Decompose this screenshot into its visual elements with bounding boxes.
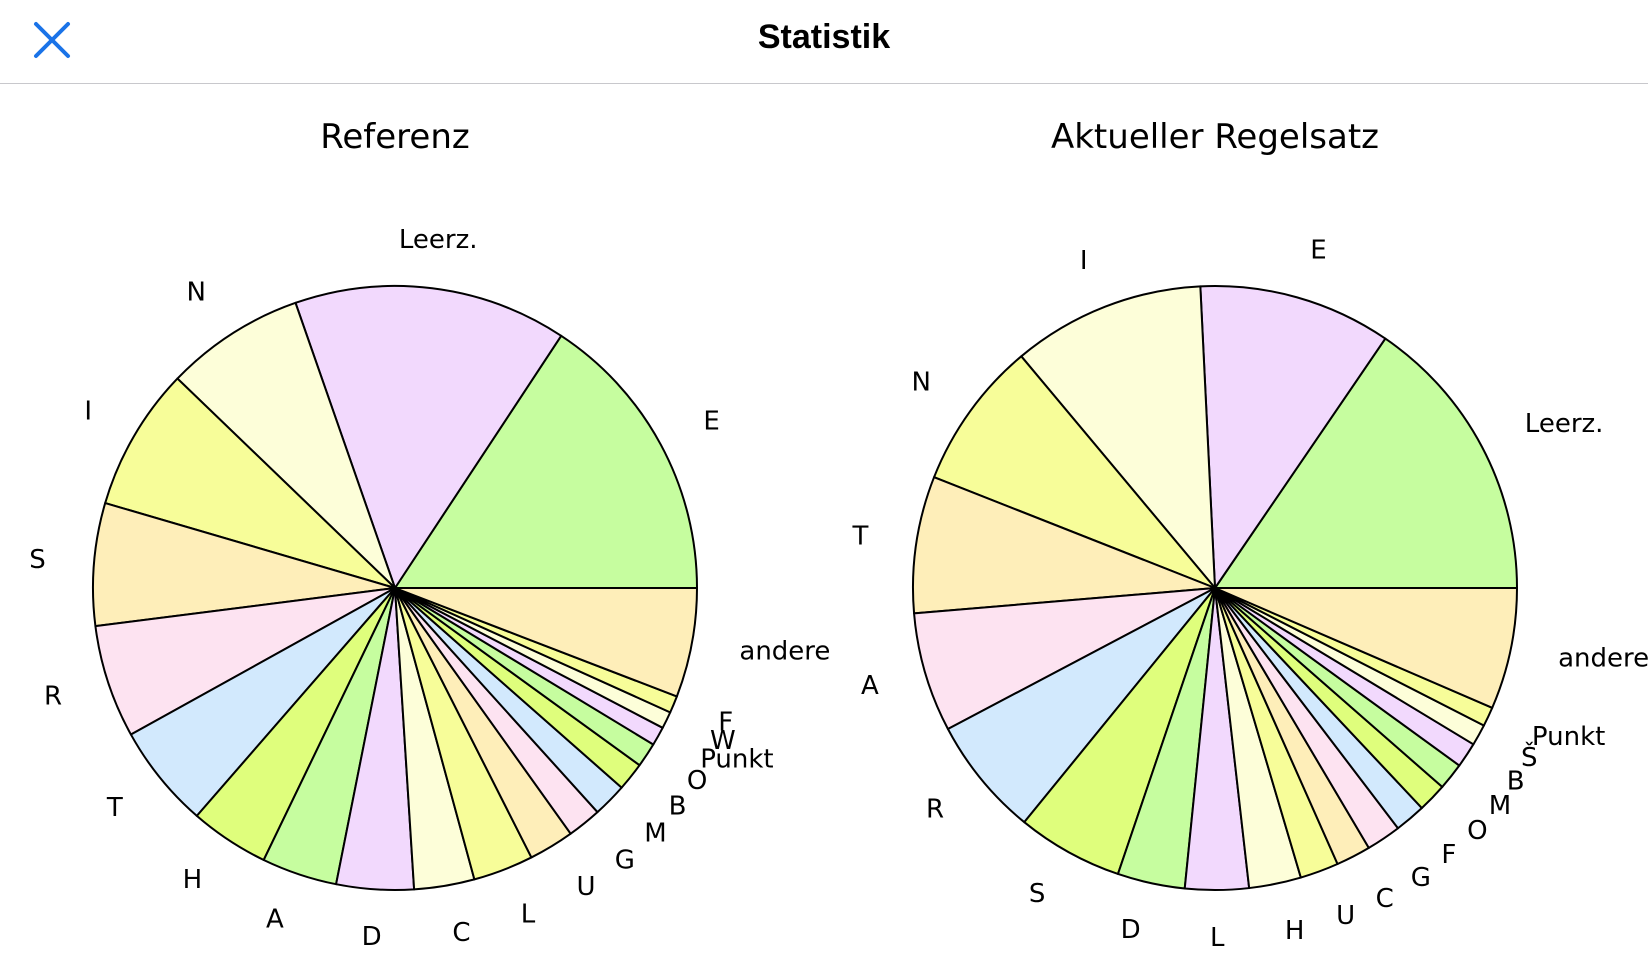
pie-slice	[394, 587, 698, 698]
navigation-bar: Statistik	[0, 0, 1648, 84]
slice-label: Š	[1521, 741, 1538, 773]
pie-slice	[294, 285, 563, 589]
slice-label: T	[106, 793, 123, 823]
slice-label: S	[1029, 879, 1046, 909]
slice-label: C	[452, 918, 470, 948]
slice-label: Leerz.	[399, 225, 478, 255]
slice-label: N	[186, 278, 205, 308]
pie-slice	[1020, 285, 1216, 589]
slice-label: Leerz.	[1525, 409, 1604, 439]
slice-label: R	[926, 795, 944, 825]
pie-chart-referenz: Referenz E Leerz. N I S R T H A D C L UGMBOPunktWFand…	[29, 117, 830, 952]
slice-label: H	[1285, 916, 1305, 946]
pie-slice	[1214, 587, 1518, 709]
slice-label: M	[644, 819, 666, 849]
chart-title: Referenz	[320, 117, 469, 157]
pie-slice	[1199, 285, 1387, 589]
slice-label: F	[1441, 840, 1456, 870]
pie-slice	[104, 377, 396, 589]
slice-label: Punkt	[1532, 722, 1605, 752]
slice-label: U	[577, 872, 596, 902]
slice-label: C	[1376, 884, 1394, 914]
slice-label: L	[521, 899, 536, 929]
slice-label: B	[669, 791, 687, 821]
slice-label: O	[687, 766, 707, 796]
pie-slice	[933, 355, 1216, 589]
slice-label: H	[183, 865, 203, 895]
close-button[interactable]	[28, 18, 76, 62]
slice-label: E	[703, 406, 719, 436]
slice-label: N	[911, 368, 930, 398]
slice-label: A	[861, 671, 879, 701]
slice-label: F	[718, 708, 733, 738]
slice-label: I	[1080, 246, 1088, 276]
slice-label: T	[852, 522, 869, 552]
pie-slice	[946, 587, 1216, 824]
slice-label: W	[710, 726, 736, 756]
slice-label: L	[1210, 923, 1225, 953]
slice-label: U	[1336, 901, 1355, 931]
slice-label: B	[1507, 766, 1525, 796]
slice-label: R	[44, 682, 62, 712]
slice-label: D	[362, 922, 382, 952]
slice-label: S	[29, 545, 46, 575]
slice-label: Punkt	[700, 744, 773, 774]
slice-label: M	[1489, 791, 1511, 821]
close-icon	[34, 22, 70, 58]
pie-slice	[913, 587, 1216, 731]
pie-slice	[912, 476, 1216, 615]
slice-label: D	[1121, 915, 1141, 945]
slice-label: I	[84, 397, 92, 427]
pie-slice	[176, 301, 396, 589]
pie-chart-aktueller-regelsatz: Aktueller Regelsatz Leerz. E I N T A R S D L H UCGFO…	[852, 117, 1648, 953]
slice-label: andere	[1558, 644, 1648, 674]
pie-slice	[92, 502, 396, 628]
chart-title: Aktueller Regelsatz	[1051, 117, 1379, 157]
slice-label: A	[266, 905, 284, 935]
slice-label: G	[615, 845, 635, 875]
slice-label: E	[1310, 235, 1326, 265]
pie-slice	[394, 334, 698, 589]
page-title: Statistik	[757, 18, 891, 56]
pie-slice	[1214, 337, 1518, 589]
slice-label: andere	[739, 637, 830, 667]
slice-label: G	[1411, 863, 1431, 893]
slice-label: O	[1467, 816, 1487, 846]
